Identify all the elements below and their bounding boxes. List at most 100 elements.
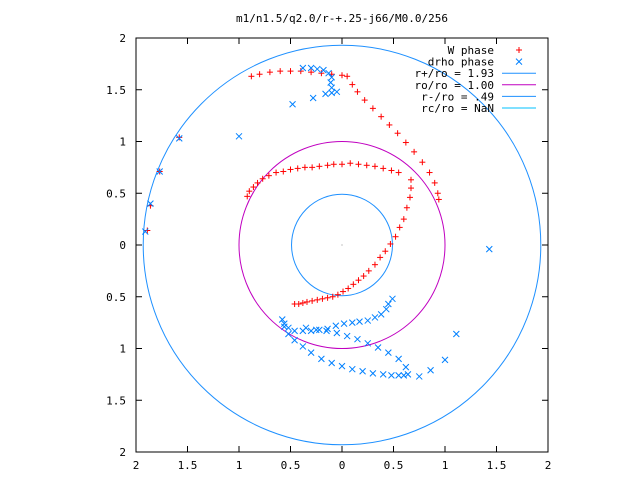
w-phase-point: [309, 164, 316, 171]
x-tick-label: 0.5: [281, 459, 301, 472]
w-phase-point: [402, 139, 409, 146]
w-phase-point: [396, 224, 403, 231]
legend-label: rc/ro = NaN: [421, 102, 494, 115]
w-phase-point: [434, 190, 441, 197]
drho-phase-point: [285, 330, 292, 338]
legend-marker-swatch: [515, 58, 523, 65]
w-phase-point: [256, 71, 263, 78]
drho-phase-point: [324, 325, 331, 333]
w-phase-point: [419, 159, 426, 166]
drho-phase-point: [395, 355, 403, 363]
x-tick-label: 2: [133, 459, 140, 472]
drho-phase-point: [315, 326, 323, 334]
w-phase-point: [254, 179, 261, 186]
drho-phase-point: [320, 66, 327, 74]
w-phase-point: [329, 293, 336, 300]
w-phase-point: [330, 161, 337, 168]
x-tick-label: 1: [442, 459, 449, 472]
drho-phase-point: [400, 372, 408, 379]
drho-phase-point: [278, 316, 286, 323]
x-tick-label: 1: [236, 459, 243, 472]
w-phase-point: [287, 166, 294, 173]
drho-phase-point: [309, 94, 317, 102]
drho-phase-point: [369, 369, 377, 377]
w-phase-point: [408, 176, 415, 183]
drho-phase-point: [280, 323, 288, 331]
drho-phase-point: [377, 310, 385, 318]
drho-phase-point: [328, 84, 336, 92]
circle-r-ro: [142, 44, 542, 446]
w-phase-point: [273, 169, 280, 176]
w-phase-point: [334, 291, 341, 298]
drho-phase-point: [307, 349, 315, 356]
w-phase-point: [318, 70, 325, 77]
drho-phase-point: [312, 326, 320, 334]
drho-phase-point: [338, 362, 346, 370]
y-tick-label: 2: [119, 32, 126, 45]
drho-phase-point: [289, 100, 296, 108]
w-phase-point: [408, 185, 415, 192]
w-phase-point: [144, 227, 151, 234]
y-tick-label: 0.5: [106, 291, 126, 304]
w-phase-point: [299, 299, 306, 306]
drho-phase-point: [291, 327, 298, 335]
origin-dot: [341, 244, 343, 246]
w-phase-point: [350, 281, 357, 288]
w-phase-point: [387, 240, 394, 247]
w-phase-point: [248, 73, 255, 80]
w-phase-point: [345, 285, 352, 292]
w-phase-point: [382, 248, 389, 255]
drho-phase-point: [323, 327, 330, 335]
w-phase-point: [349, 81, 356, 88]
w-phase-point: [277, 68, 284, 75]
w-phase-point: [324, 294, 331, 301]
w-phase-point: [380, 165, 387, 172]
axis-ticks: 2 1.5 1 0.5 0 0.5 1 1.5 221.510.500.511.52: [106, 32, 551, 472]
x-tick-label: 0.5: [384, 459, 404, 472]
drho-phase-point: [441, 356, 449, 364]
y-tick-label: 1: [119, 343, 126, 356]
w-phase-point: [340, 288, 347, 295]
drho-phase-point: [280, 320, 288, 328]
drho-phase-point: [395, 372, 403, 379]
w-phase-point: [435, 196, 442, 203]
drho-phase-point: [299, 343, 307, 350]
x-tick-label: 1.5: [487, 459, 507, 472]
w-phase-point: [392, 233, 399, 240]
w-phase-point: [291, 300, 298, 307]
drho-phase-point: [156, 168, 164, 175]
w-phase-point: [354, 88, 361, 95]
drho-phase-point: [348, 319, 356, 326]
drho-phase-point: [291, 336, 298, 344]
drho-phase-point: [354, 335, 361, 343]
legend-marker-swatch: [516, 47, 522, 53]
drho-phase-point: [235, 132, 243, 140]
drho-phase-point: [333, 88, 341, 96]
w-phase-point: [394, 130, 401, 137]
drho-phase-point: [302, 324, 310, 332]
y-tick-label: 2: [119, 446, 126, 459]
drho-phase-point: [389, 295, 396, 303]
w-phase-point: [246, 188, 253, 195]
drho-phase-point: [364, 317, 372, 324]
reference-circles: [142, 44, 542, 446]
w-phase-point: [365, 267, 372, 274]
w-phase-point: [297, 68, 304, 75]
drho-phase-point: [175, 135, 183, 142]
y-tick-label: 1.5: [106, 84, 126, 97]
drho-phase-point: [348, 365, 356, 373]
drho-phase-point: [364, 339, 372, 347]
w-phase-point: [316, 163, 323, 170]
w-phase-point: [259, 175, 266, 182]
w-phase-point: [339, 161, 345, 168]
drho-phase-point: [307, 327, 315, 335]
drho-phase-point: [374, 344, 382, 351]
y-tick-label: 0: [119, 239, 126, 252]
legend-label: drho phase: [428, 56, 494, 69]
w-phase-point: [378, 113, 385, 120]
w-phase-point: [309, 297, 316, 304]
w-phase-point: [301, 164, 308, 171]
drho-phase-point: [327, 79, 335, 86]
